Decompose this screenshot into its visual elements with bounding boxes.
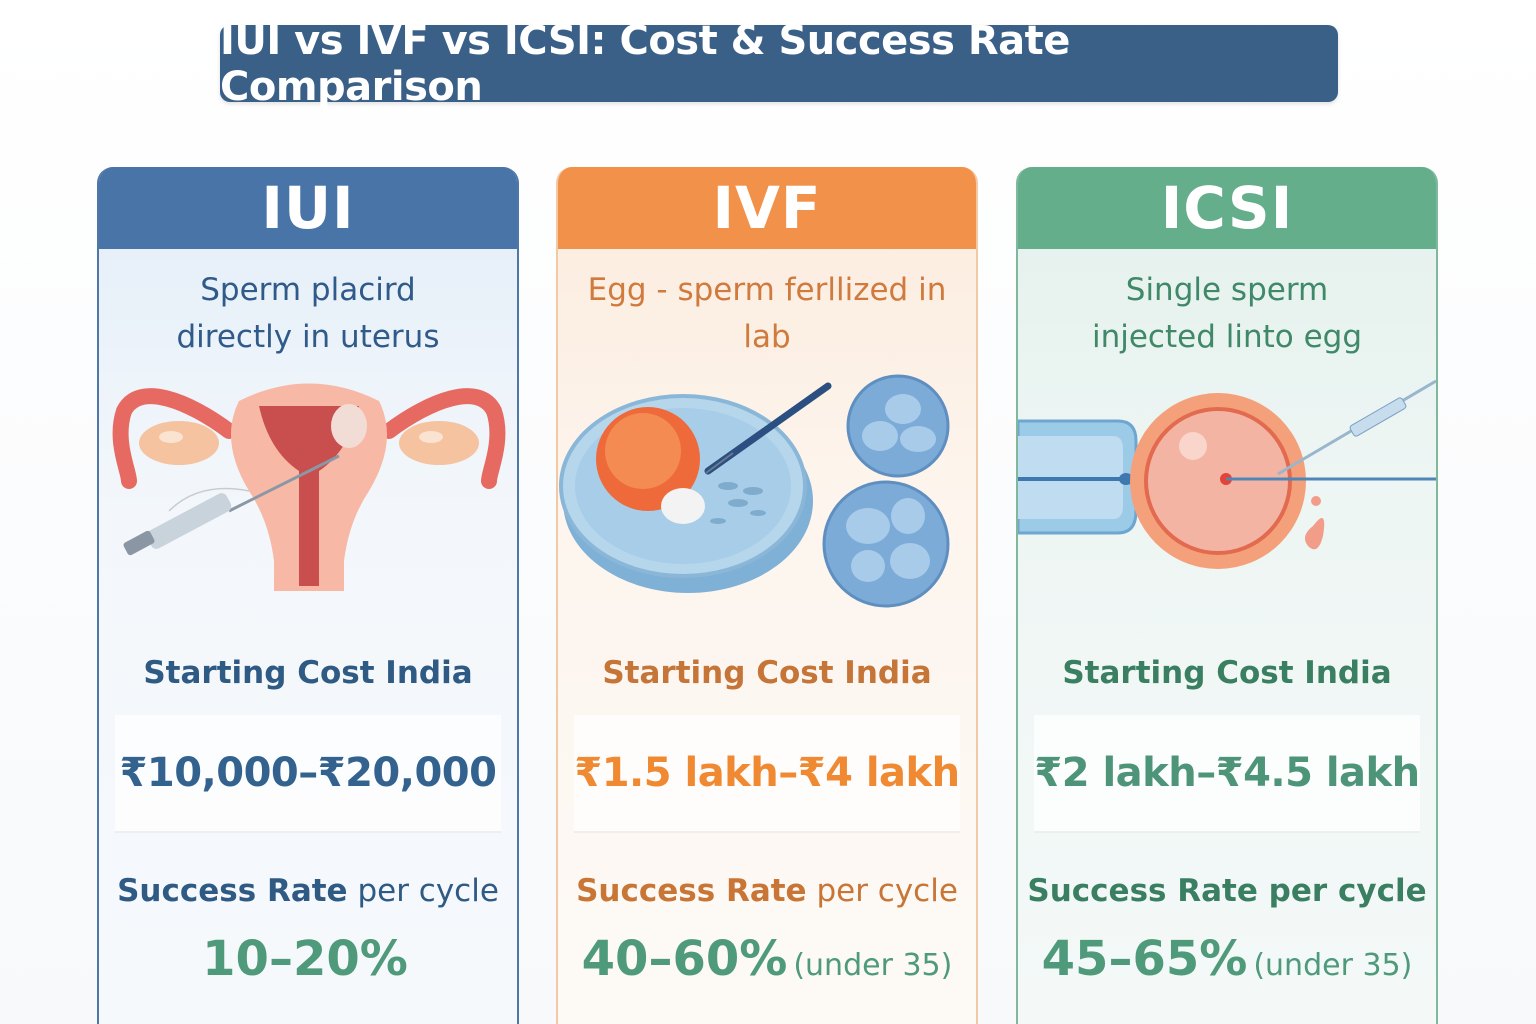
rate-note: (under 35) [1253, 948, 1413, 983]
cost-value: ₹2 lakh–₹4.5 lakh [1034, 715, 1420, 833]
success-rate-value: 45–65% (under 35) [1018, 931, 1436, 987]
icsi-injection-illustration-icon [1018, 361, 1436, 631]
cost-label: Starting Cost India [602, 655, 932, 691]
description-line: injected linto egg [1091, 319, 1363, 355]
success-rate-value: 40–60% (under 35) [558, 931, 976, 987]
title-banner: IUI vs IVF vs ICSI: Cost & Success Rate … [220, 18, 1338, 110]
rate-note: (under 35) [793, 948, 953, 983]
rate-label-rest: per cycle [806, 873, 958, 909]
rate-percent: 40–60% [581, 931, 788, 987]
uterus-illustration-icon [99, 361, 517, 631]
card-icsi: ICSI Single sperm injected linto egg Sta… [1016, 167, 1438, 1024]
cost-label: Starting Cost India [1062, 655, 1392, 691]
rate-percent: 45–65% [1041, 931, 1248, 987]
success-rate-label: Success Rate per cycle [558, 873, 976, 909]
cost-label: Starting Cost India [143, 655, 473, 691]
card-header-iui: IUI [99, 167, 517, 249]
card-iui: IUI Sperm placird directly in uterus Sta… [97, 167, 519, 1024]
card-title: IUI [261, 174, 355, 242]
card-description: Sperm placird directly in uterus [99, 249, 517, 361]
description-line: Sperm placird [200, 272, 416, 308]
success-rate-label: Success Rate per cycle [1018, 873, 1436, 909]
success-rate-label: Success Rate per cycle [99, 873, 517, 909]
rate-percent: 10–20% [202, 931, 408, 987]
rate-label-strong: Success Rate [117, 873, 348, 909]
description-line: Single sperm [1125, 272, 1329, 308]
rate-label-strong: Success Rate per cycle [1027, 873, 1427, 909]
card-description: Egg - sperm ferllized in lab [558, 249, 976, 361]
page-title: IUI vs IVF vs ICSI: Cost & Success Rate … [220, 17, 1070, 110]
card-title: IVF [712, 174, 822, 242]
description-line: lab [743, 319, 791, 355]
description-line: directly in uterus [176, 319, 440, 355]
card-description: Single sperm injected linto egg [1018, 249, 1436, 361]
card-header-ivf: IVF [558, 167, 976, 249]
success-rate-value: 10–20% [99, 931, 517, 987]
cost-value: ₹1.5 lakh–₹4 lakh [574, 715, 960, 833]
rate-label-rest: per cycle [347, 873, 499, 909]
rate-label-strong: Success Rate [576, 873, 807, 909]
card-title: ICSI [1160, 174, 1294, 242]
card-ivf: IVF Egg - sperm ferllized in lab [556, 167, 978, 1024]
cost-value: ₹10,000–₹20,000 [115, 715, 501, 833]
description-line: Egg - sperm ferllized in [587, 272, 947, 308]
petri-dish-illustration-icon [558, 361, 976, 631]
card-header-icsi: ICSI [1018, 167, 1436, 249]
